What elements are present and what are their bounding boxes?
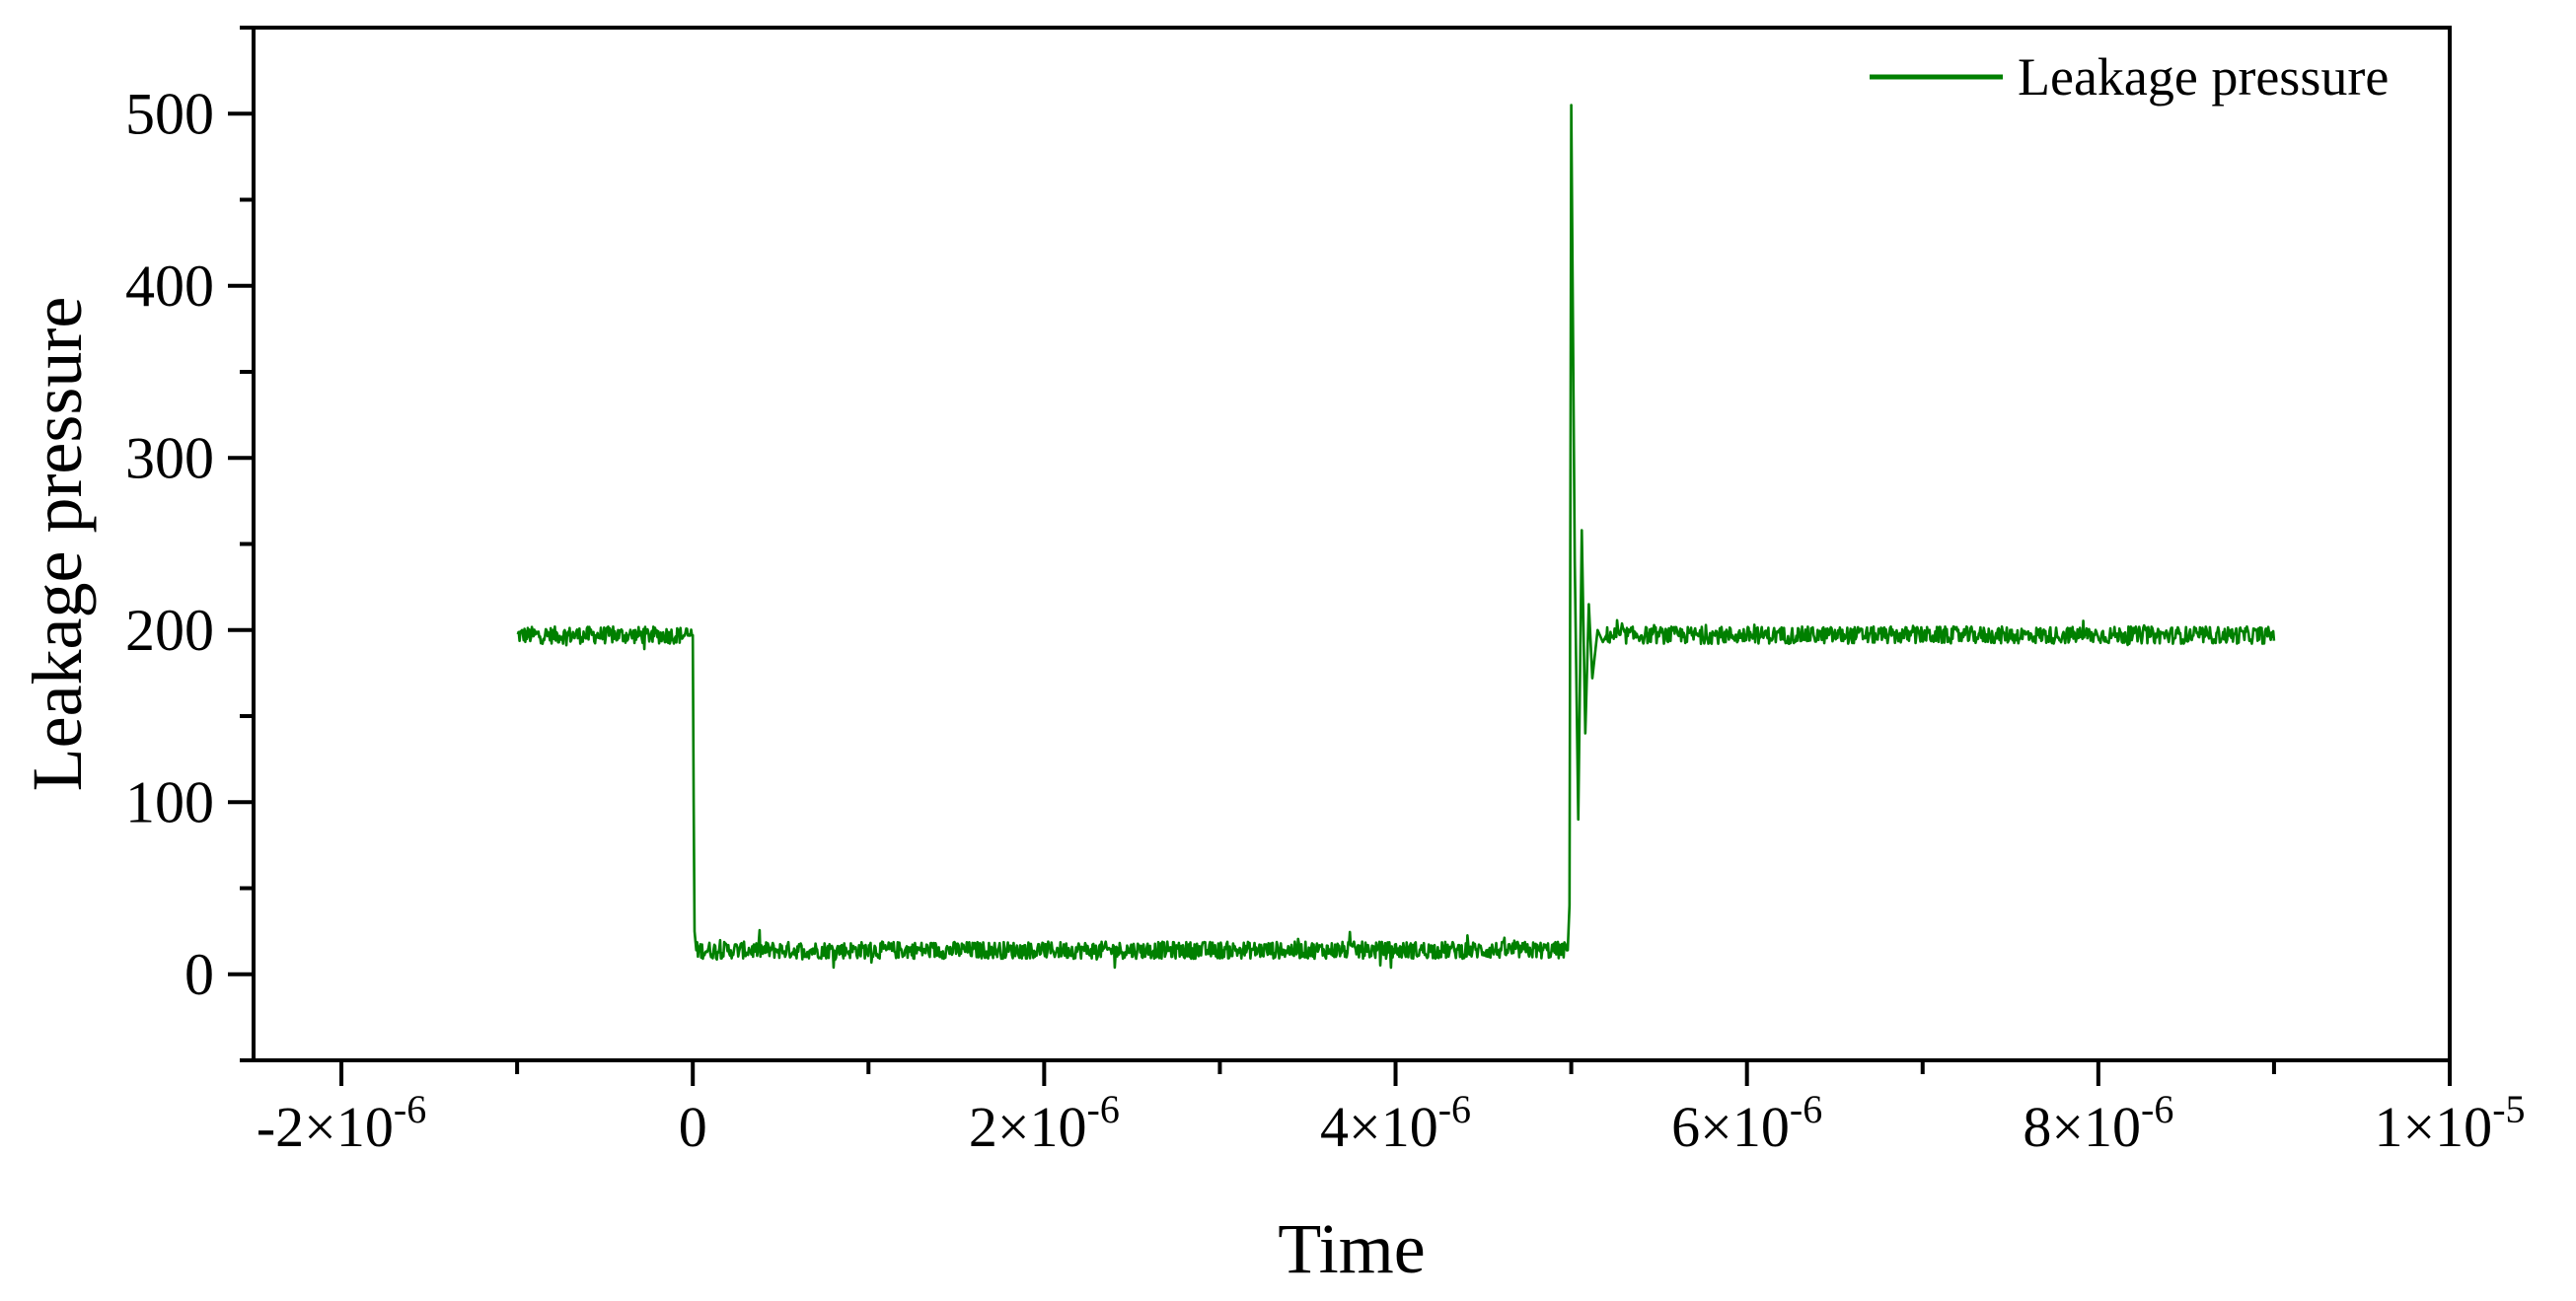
series-line-0 xyxy=(516,104,2276,970)
axes: -2×10-6 0 2×10-6 4×10-6 6×10-6 8×10-6 1×10-501… xyxy=(125,26,2526,1159)
x-tick-label: 0 xyxy=(679,1095,707,1159)
legend: Leakage pressure xyxy=(1870,47,2389,107)
x-tick-label: 6×10-6 xyxy=(1671,1087,1822,1159)
y-axis-title: Leakage pressure xyxy=(18,297,97,792)
x-tick-label: 4×10-6 xyxy=(1320,1087,1471,1159)
x-tick-label-exponent: -6 xyxy=(2141,1087,2173,1131)
x-axis-title: Time xyxy=(1278,1209,1425,1288)
x-tick-label-base: 4×10 xyxy=(1320,1095,1438,1159)
x-tick-label-base: 2×10 xyxy=(969,1095,1087,1159)
x-tick-label-exponent: -6 xyxy=(1087,1087,1120,1131)
x-tick-label: 8×10-6 xyxy=(2023,1087,2173,1159)
x-tick-label-exponent: -6 xyxy=(1790,1087,1822,1131)
x-tick-label-base: 0 xyxy=(679,1095,707,1159)
x-tick-label: -2×10-6 xyxy=(257,1087,426,1159)
x-tick-label-base: 6×10 xyxy=(1671,1095,1790,1159)
x-tick-label-base: 1×10 xyxy=(2374,1095,2492,1159)
x-tick-label-exponent: -6 xyxy=(1438,1087,1471,1131)
plot-area xyxy=(516,104,2276,970)
y-tick-label: 400 xyxy=(125,253,214,319)
x-tick-label: 1×10-5 xyxy=(2374,1087,2525,1159)
x-tick-label-exponent: -6 xyxy=(394,1087,426,1131)
y-tick-label: 0 xyxy=(184,942,214,1007)
x-tick-label-base: -2×10 xyxy=(257,1095,394,1159)
legend-label-leakage-pressure: Leakage pressure xyxy=(2018,47,2389,107)
y-tick-label: 300 xyxy=(125,425,214,490)
plot-frame xyxy=(252,26,2452,1062)
x-tick-label: 2×10-6 xyxy=(969,1087,1120,1159)
x-tick-label-base: 8×10 xyxy=(2023,1095,2141,1159)
y-tick-label: 500 xyxy=(125,81,214,146)
y-tick-label: 200 xyxy=(125,598,214,663)
x-tick-label-exponent: -5 xyxy=(2492,1087,2525,1131)
y-tick-label: 100 xyxy=(125,769,214,834)
